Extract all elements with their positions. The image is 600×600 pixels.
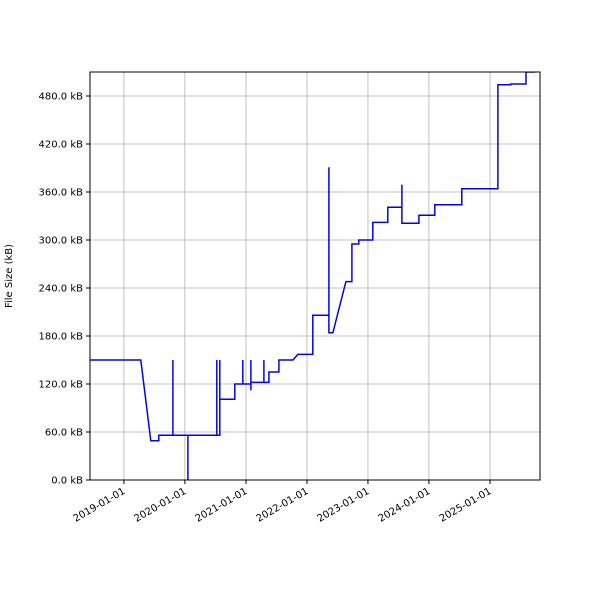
x-tick-label: 2024-01-01 (377, 486, 433, 525)
series-line (90, 72, 535, 480)
y-tick-label: 300.0 kB (39, 236, 84, 247)
y-tick-label: 360.0 kB (39, 188, 84, 199)
x-tick-label: 2021-01-01 (194, 486, 250, 525)
y-tick-label: 60.0 kB (45, 428, 83, 439)
x-tick-label: 2025-01-01 (438, 486, 494, 525)
y-tick-label: 0.0 kB (51, 476, 83, 487)
x-tick-label: 2023-01-01 (316, 486, 372, 525)
y-axis-label: File Size (kB) (4, 244, 15, 308)
y-tick-label: 240.0 kB (39, 284, 84, 295)
grid (90, 72, 540, 481)
axis-ticks: 2019-01-01 2020-01-01 2021-01-01 2022-01-01… (39, 92, 494, 525)
y-tick-label: 120.0 kB (39, 380, 84, 391)
plot-frame (89, 71, 541, 481)
y-tick-label: 180.0 kB (39, 332, 84, 343)
y-tick-label: 420.0 kB (39, 140, 84, 151)
x-tick-label: 2022-01-01 (255, 486, 311, 525)
x-tick-label: 2019-01-01 (72, 486, 128, 525)
x-tick-label: 2020-01-01 (133, 486, 189, 525)
y-tick-label: 480.0 kB (39, 92, 84, 103)
